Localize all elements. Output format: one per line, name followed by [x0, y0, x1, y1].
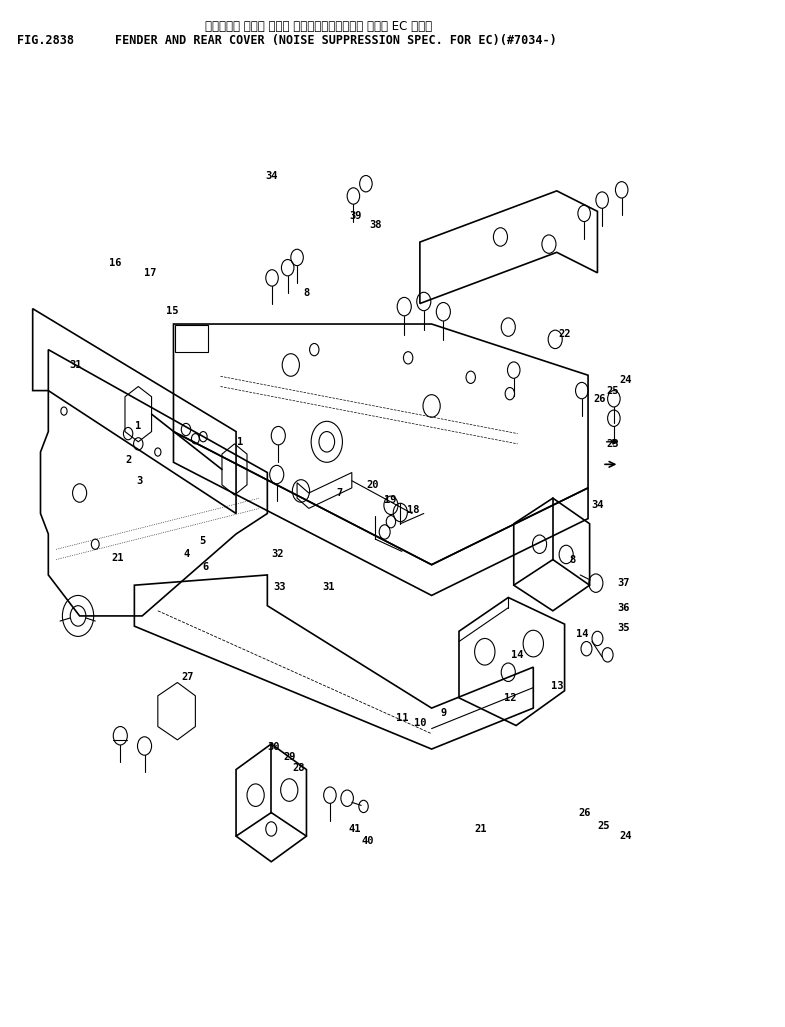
Text: 37: 37 [617, 578, 630, 588]
Text: 21: 21 [111, 553, 123, 563]
Text: 11: 11 [396, 714, 408, 723]
Text: 34: 34 [265, 170, 278, 181]
Text: 36: 36 [617, 603, 630, 613]
Text: 2: 2 [125, 455, 131, 465]
Text: 32: 32 [272, 549, 283, 560]
Text: 35: 35 [617, 623, 630, 634]
Text: 33: 33 [273, 582, 285, 593]
Text: 34: 34 [591, 500, 604, 510]
Text: 6: 6 [203, 562, 209, 572]
Text: 14: 14 [511, 650, 524, 659]
Text: 23: 23 [607, 439, 619, 449]
Text: 7: 7 [336, 488, 342, 498]
Text: 17: 17 [144, 268, 156, 278]
Text: 28: 28 [292, 762, 305, 772]
Text: 39: 39 [349, 212, 362, 222]
Text: 10: 10 [414, 719, 426, 728]
Text: 9: 9 [440, 709, 447, 718]
Text: 29: 29 [283, 752, 295, 762]
Text: FENDER AND REAR COVER (NOISE SUPPRESSION SPEC. FOR EC)(#7034-): FENDER AND REAR COVER (NOISE SUPPRESSION… [115, 34, 557, 47]
Text: 12: 12 [504, 693, 516, 702]
Text: 25: 25 [597, 821, 610, 831]
Text: 3: 3 [137, 476, 143, 486]
Text: FIG.2838: FIG.2838 [17, 34, 74, 47]
Text: 26: 26 [578, 807, 590, 817]
Text: 31: 31 [69, 360, 82, 370]
Text: 4: 4 [184, 549, 190, 560]
Text: 8: 8 [303, 289, 309, 298]
Text: フェンダー および リヤー カバー（テイソウオン ショウ EC ムケ）: フェンダー および リヤー カバー（テイソウオン ショウ EC ムケ） [205, 21, 432, 34]
Text: 31: 31 [322, 582, 334, 593]
Text: 18: 18 [407, 505, 420, 516]
Text: 41: 41 [349, 824, 361, 834]
Text: 27: 27 [181, 673, 194, 682]
Text: 40: 40 [361, 836, 374, 846]
Text: 22: 22 [558, 330, 571, 339]
Text: 26: 26 [593, 393, 606, 404]
Bar [175, 325, 208, 351]
Text: 30: 30 [268, 743, 279, 752]
Text: 14: 14 [575, 630, 588, 640]
Text: 15: 15 [166, 306, 178, 315]
Text: 1: 1 [135, 421, 141, 431]
Text: 16: 16 [108, 258, 121, 268]
Text: 24: 24 [619, 831, 632, 841]
Text: 20: 20 [367, 480, 379, 490]
Text: 24: 24 [619, 375, 632, 385]
Text: 5: 5 [199, 536, 206, 546]
Text: 21: 21 [475, 824, 487, 834]
Text: 13: 13 [550, 681, 563, 690]
Text: 25: 25 [607, 385, 619, 395]
Text: 8: 8 [569, 555, 575, 565]
Text: 38: 38 [369, 220, 382, 230]
Text: 19: 19 [384, 495, 396, 505]
Text: 1: 1 [237, 436, 243, 447]
